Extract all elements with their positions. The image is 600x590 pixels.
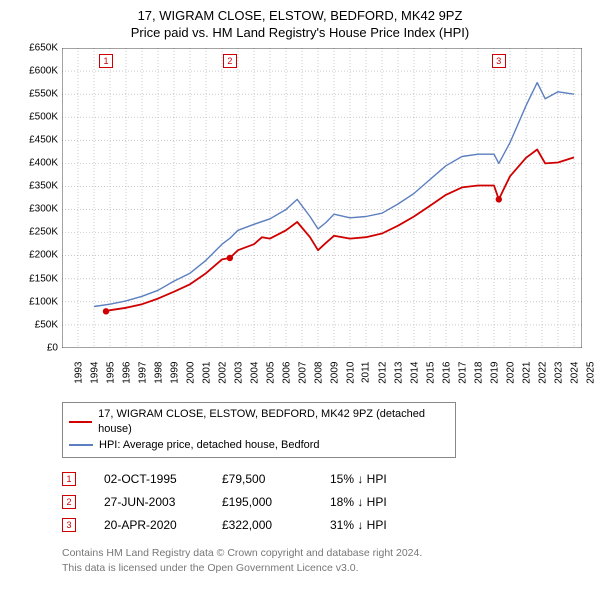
footer-line-1: Contains HM Land Registry data © Crown c…: [62, 546, 592, 560]
x-axis-tick-label: 2023: [553, 361, 564, 383]
transaction-price: £79,500: [222, 468, 302, 491]
sale-marker-point: [496, 196, 502, 202]
transaction-diff: 18% ↓ HPI: [330, 491, 430, 514]
transaction-marker: 3: [62, 518, 76, 532]
x-axis-tick-label: 2010: [345, 361, 356, 383]
legend-row: 17, WIGRAM CLOSE, ELSTOW, BEDFORD, MK42 …: [69, 407, 449, 438]
y-axis-tick-label: £0: [47, 342, 58, 353]
transaction-date: 27-JUN-2003: [104, 491, 194, 514]
transaction-diff: 31% ↓ HPI: [330, 514, 430, 537]
x-axis-tick-label: 2017: [457, 361, 468, 383]
y-axis-tick-label: £100K: [29, 296, 58, 307]
chart-svg: [62, 48, 582, 348]
transaction-date: 20-APR-2020: [104, 514, 194, 537]
x-axis-tick-label: 2002: [217, 361, 228, 383]
x-axis-tick-label: 2022: [537, 361, 548, 383]
legend-swatch: [69, 421, 92, 423]
x-axis-tick-label: 1996: [121, 361, 132, 383]
transaction-price: £322,000: [222, 514, 302, 537]
footer-attribution: Contains HM Land Registry data © Crown c…: [62, 546, 592, 574]
y-axis-tick-label: £550K: [29, 88, 58, 99]
legend-label: 17, WIGRAM CLOSE, ELSTOW, BEDFORD, MK42 …: [98, 407, 449, 438]
transaction-marker: 2: [62, 495, 76, 509]
chart-title: 17, WIGRAM CLOSE, ELSTOW, BEDFORD, MK42 …: [8, 8, 592, 42]
x-axis-tick-label: 2005: [265, 361, 276, 383]
y-axis-tick-label: £500K: [29, 112, 58, 123]
x-axis-tick-label: 2021: [521, 361, 532, 383]
x-axis-tick-label: 1993: [73, 361, 84, 383]
x-axis-tick-label: 2018: [473, 361, 484, 383]
x-axis-tick-label: 2007: [297, 361, 308, 383]
sale-marker-box: 1: [99, 54, 113, 68]
x-axis-tick-label: 2014: [409, 361, 420, 383]
x-axis-tick-label: 2006: [281, 361, 292, 383]
y-axis-tick-label: £650K: [29, 42, 58, 53]
transaction-marker: 1: [62, 472, 76, 486]
y-axis-tick-label: £150K: [29, 273, 58, 284]
transaction-price: £195,000: [222, 491, 302, 514]
x-axis-tick-label: 1999: [169, 361, 180, 383]
x-axis-tick-label: 2004: [249, 361, 260, 383]
x-axis-tick-label: 2000: [185, 361, 196, 383]
transaction-row: 1 02-OCT-1995 £79,500 15% ↓ HPI: [62, 468, 592, 491]
x-axis-tick-label: 1994: [89, 361, 100, 383]
x-axis-tick-label: 2025: [585, 361, 596, 383]
legend-row: HPI: Average price, detached house, Bedf…: [69, 438, 449, 453]
x-axis-tick-label: 2001: [201, 361, 212, 383]
y-axis-tick-label: £300K: [29, 204, 58, 215]
legend-swatch: [69, 444, 93, 446]
sale-marker-box: 3: [492, 54, 506, 68]
x-axis-tick-label: 2012: [377, 361, 388, 383]
x-axis-tick-label: 2011: [361, 361, 372, 383]
y-axis-tick-label: £200K: [29, 250, 58, 261]
y-axis-tick-label: £600K: [29, 65, 58, 76]
x-axis-tick-label: 1995: [105, 361, 116, 383]
transaction-row: 2 27-JUN-2003 £195,000 18% ↓ HPI: [62, 491, 592, 514]
x-axis-tick-label: 2024: [569, 361, 580, 383]
transaction-date: 02-OCT-1995: [104, 468, 194, 491]
transaction-diff: 15% ↓ HPI: [330, 468, 430, 491]
y-axis-tick-label: £400K: [29, 158, 58, 169]
sale-marker-point: [227, 255, 233, 261]
legend-label: HPI: Average price, detached house, Bedf…: [99, 438, 320, 453]
title-line-2: Price paid vs. HM Land Registry's House …: [8, 25, 592, 42]
chart-area: £0 £50K £100K £150K £200K £250K £300K £350K £400…: [8, 48, 592, 398]
footer-line-2: This data is licensed under the Open Gov…: [62, 561, 592, 575]
sale-marker-box: 2: [223, 54, 237, 68]
y-axis-tick-label: £50K: [35, 319, 58, 330]
y-axis-tick-label: £250K: [29, 227, 58, 238]
sale-marker-point: [103, 308, 109, 314]
y-axis-tick-label: £350K: [29, 181, 58, 192]
transactions-table: 1 02-OCT-1995 £79,500 15% ↓ HPI 2 27-JUN-2003…: [62, 468, 592, 536]
x-axis-tick-label: 2003: [233, 361, 244, 383]
x-axis-tick-label: 2020: [505, 361, 516, 383]
legend: 17, WIGRAM CLOSE, ELSTOW, BEDFORD, MK42 …: [62, 402, 456, 458]
x-axis-tick-label: 2008: [313, 361, 324, 383]
title-line-1: 17, WIGRAM CLOSE, ELSTOW, BEDFORD, MK42 …: [8, 8, 592, 25]
x-axis-tick-label: 2009: [329, 361, 340, 383]
x-axis-tick-label: 2016: [441, 361, 452, 383]
x-axis-tick-label: 1998: [153, 361, 164, 383]
y-axis-tick-label: £450K: [29, 135, 58, 146]
x-axis-tick-label: 2015: [425, 361, 436, 383]
transaction-row: 3 20-APR-2020 £322,000 31% ↓ HPI: [62, 514, 592, 537]
x-axis-tick-label: 2019: [489, 361, 500, 383]
x-axis-tick-label: 1997: [137, 361, 148, 383]
x-axis-tick-label: 2013: [393, 361, 404, 383]
